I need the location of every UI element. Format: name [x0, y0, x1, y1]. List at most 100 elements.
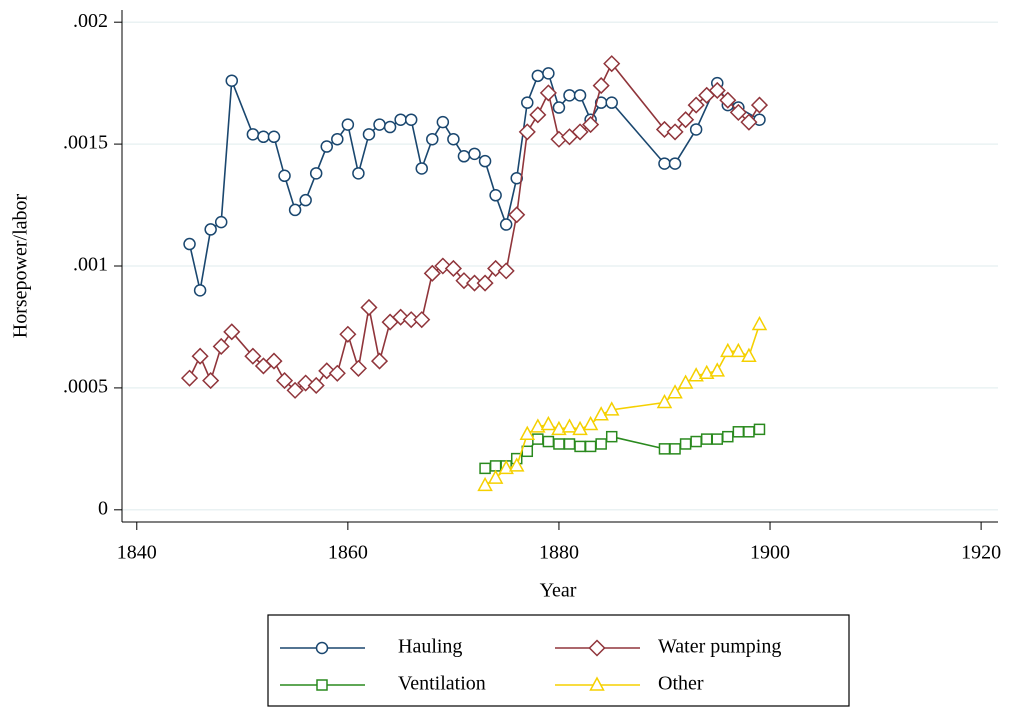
point: [571, 123, 589, 141]
point: [415, 162, 428, 175]
point: [244, 347, 262, 365]
point: [542, 67, 555, 80]
point: [572, 420, 588, 436]
point: [551, 420, 567, 436]
point: [729, 103, 747, 121]
point: [593, 406, 609, 421]
series-line: [188, 72, 760, 291]
point: [750, 96, 769, 114]
point: [732, 426, 745, 438]
point: [753, 423, 766, 436]
point: [193, 284, 207, 297]
point: [574, 440, 586, 453]
point: [360, 298, 378, 317]
point: [688, 367, 704, 382]
series-line: [188, 62, 761, 392]
x-tick-label: 1840: [117, 542, 157, 564]
point: [468, 147, 481, 161]
point: [278, 169, 291, 183]
x-tick-label: 1880: [539, 542, 579, 564]
point: [265, 352, 283, 370]
point: [563, 438, 576, 450]
point: [362, 128, 376, 141]
point: [286, 381, 304, 399]
point: [584, 440, 597, 453]
legend-marker: [316, 679, 328, 691]
point: [267, 130, 281, 144]
point: [423, 264, 441, 282]
point: [667, 384, 683, 399]
point: [521, 96, 534, 109]
y-axis-label: Horsepower/labor: [10, 193, 32, 338]
point: [457, 150, 471, 163]
point: [383, 120, 397, 134]
point: [499, 218, 513, 231]
point: [352, 167, 365, 180]
point: [592, 77, 610, 95]
point: [531, 69, 545, 83]
point: [436, 115, 450, 129]
point: [679, 438, 692, 450]
point: [658, 157, 671, 170]
point: [540, 415, 557, 431]
point: [518, 123, 536, 141]
point: [658, 443, 671, 455]
legend-label: Ventilation: [398, 673, 486, 695]
point: [476, 274, 494, 292]
point: [180, 369, 199, 387]
x-tick-label: 1900: [750, 542, 790, 564]
point: [478, 154, 492, 168]
point: [257, 130, 270, 144]
legend-label: Other: [658, 673, 704, 695]
point: [339, 325, 357, 343]
point: [479, 462, 491, 475]
point: [214, 215, 228, 229]
point: [299, 193, 312, 207]
point: [743, 426, 755, 438]
point: [669, 443, 681, 455]
point: [212, 337, 230, 356]
point: [605, 430, 618, 443]
x-tick-label: 1860: [328, 542, 368, 564]
point: [498, 459, 514, 475]
point: [519, 425, 536, 440]
point: [183, 237, 196, 251]
y-tick-label: .0005: [63, 375, 108, 397]
point: [529, 106, 547, 124]
point: [563, 89, 576, 102]
point: [720, 342, 736, 358]
point: [552, 101, 566, 114]
point: [553, 438, 565, 450]
point: [668, 157, 682, 170]
point: [690, 435, 702, 448]
point: [413, 311, 431, 329]
point: [573, 89, 587, 102]
point: [225, 74, 239, 87]
point: [426, 132, 439, 146]
point: [561, 418, 578, 433]
point: [191, 347, 209, 365]
point: [349, 359, 367, 377]
point: [722, 430, 734, 443]
point: [741, 347, 757, 362]
legend-marker: [589, 676, 605, 691]
point: [487, 469, 504, 484]
point: [582, 116, 600, 134]
point: [394, 113, 407, 126]
point: [444, 259, 462, 277]
point: [489, 460, 502, 472]
x-axis-label: Year: [540, 580, 577, 602]
point: [404, 113, 418, 126]
point: [730, 342, 747, 358]
y-tick-label: .002: [73, 10, 108, 32]
point: [477, 476, 493, 492]
point: [204, 223, 217, 236]
point: [751, 315, 768, 331]
point: [508, 457, 525, 472]
legend-marker: [588, 639, 606, 657]
y-tick-label: .0015: [63, 132, 108, 154]
point: [331, 132, 344, 146]
point: [341, 118, 355, 131]
legend-box: [267, 614, 850, 707]
point: [223, 323, 241, 341]
